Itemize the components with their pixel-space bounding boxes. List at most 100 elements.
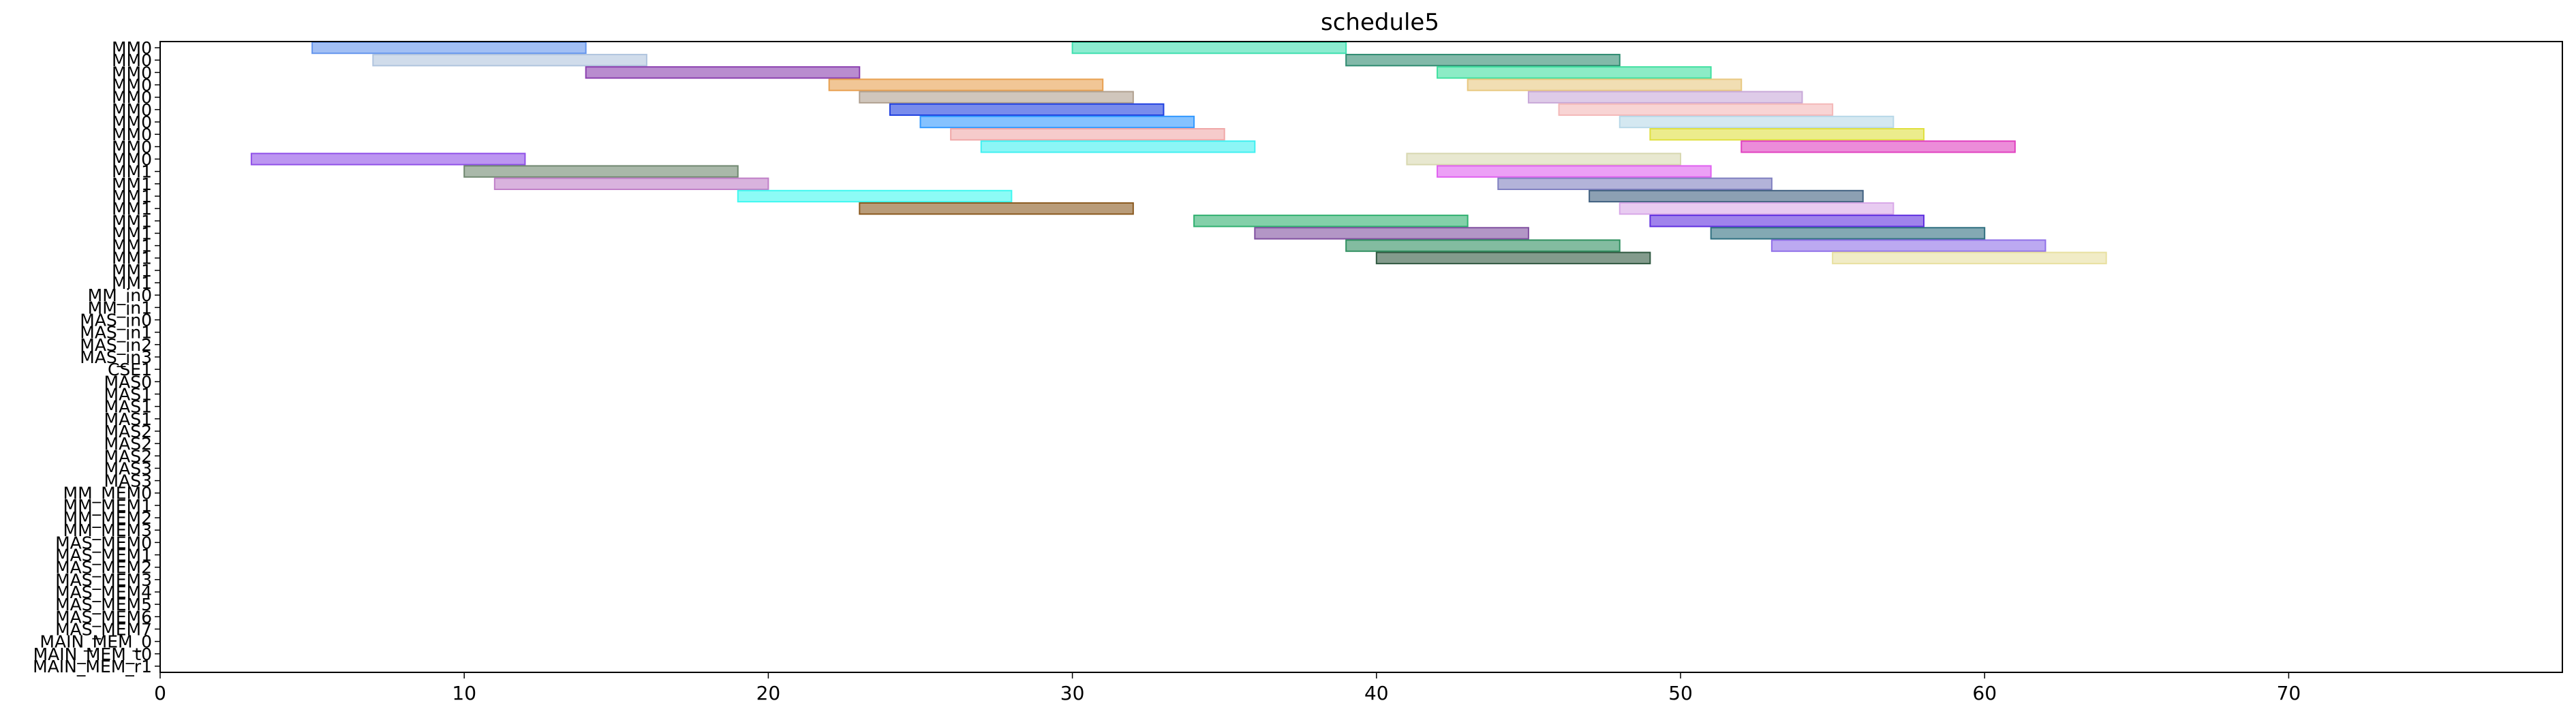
task-bar xyxy=(1467,78,1743,91)
x-tick-label: 10 xyxy=(452,682,476,704)
y-tick-label: MAS1 xyxy=(104,409,152,429)
y-tick-label: MM1 xyxy=(112,162,152,182)
y-tick-label: MM1 xyxy=(112,174,152,194)
y-tick-label: MM1 xyxy=(112,273,152,293)
y-tick-label: MAS_MEM3 xyxy=(55,570,152,590)
task-bar xyxy=(1437,66,1712,79)
task-bar xyxy=(919,115,1195,129)
task-bar xyxy=(1193,215,1469,228)
y-tick-label: MAS_in3 xyxy=(80,347,152,367)
task-bar xyxy=(1710,227,1986,240)
task-bar xyxy=(859,91,1134,104)
y-tick-label: MAS_in2 xyxy=(80,335,152,355)
task-bar xyxy=(1071,41,1347,54)
task-bar xyxy=(1741,140,2016,153)
task-bar xyxy=(1345,239,1621,252)
y-tick-label: MAS_MEM6 xyxy=(55,607,152,627)
task-bar xyxy=(372,54,647,67)
y-tick-label: MAS_MEM4 xyxy=(55,582,152,602)
x-tick-label: 20 xyxy=(756,682,781,704)
task-bar xyxy=(1649,215,1925,228)
task-bar xyxy=(1375,251,1651,264)
y-tick-label: MAIN_MEM_t0 xyxy=(33,644,152,664)
task-bar xyxy=(1497,177,1773,190)
y-tick-label: MAS_MEM2 xyxy=(55,558,152,578)
task-bar xyxy=(980,140,1256,153)
task-bar xyxy=(1619,115,1895,129)
y-tick-label: MM_MEM0 xyxy=(63,484,152,503)
y-tick-label: MM1 xyxy=(112,199,152,219)
y-tick-label: CSE1 xyxy=(108,360,152,379)
x-tick-label: 60 xyxy=(1972,682,1997,704)
y-tick-label: MAS_MEM1 xyxy=(55,546,152,565)
x-tick-label: 30 xyxy=(1060,682,1085,704)
y-tick-label: MM_MEM1 xyxy=(63,496,152,516)
task-bar xyxy=(1345,54,1621,67)
task-bars xyxy=(250,41,2107,264)
y-tick-label: MAS3 xyxy=(104,471,152,491)
task-bar xyxy=(1437,165,1712,178)
task-bar xyxy=(585,66,861,79)
y-tick-label: MM1 xyxy=(112,249,152,268)
y-tick-label: MM0 xyxy=(112,88,152,108)
x-tick-label: 50 xyxy=(1668,682,1693,704)
y-tick-label: MAS2 xyxy=(104,446,152,466)
y-tick-label: MAS1 xyxy=(104,397,152,417)
y-tick-label: MM1 xyxy=(112,236,152,256)
task-bar xyxy=(1832,251,2107,264)
plot-frame xyxy=(159,41,2563,673)
x-axis: 0 10 20 30 40 50 60 70 xyxy=(154,672,2301,704)
task-bar xyxy=(1406,153,1682,166)
y-tick-label: MAIN_MEM_0 xyxy=(40,632,152,652)
x-tick-label: 70 xyxy=(2277,682,2301,704)
y-tick-label: MAS_in1 xyxy=(80,323,152,343)
y-tick-label: MM0 xyxy=(112,112,152,132)
task-bar xyxy=(311,41,587,54)
y-tick-label: MM0 xyxy=(112,50,152,70)
task-bar xyxy=(463,165,739,178)
task-bar xyxy=(250,153,526,166)
task-bar xyxy=(737,189,1013,203)
y-tick-label: MM_in0 xyxy=(88,285,152,305)
x-tick-label: 0 xyxy=(154,682,166,704)
y-tick-label: MAS1 xyxy=(104,384,152,404)
task-bar xyxy=(493,177,769,190)
y-tick-label: MM_in1 xyxy=(88,298,152,317)
y-tick-label: MAS2 xyxy=(104,422,152,441)
y-tick-label: MM0 xyxy=(112,149,152,169)
y-tick-label: MM1 xyxy=(112,261,152,281)
y-tick-label: MM1 xyxy=(112,211,152,231)
task-bar xyxy=(1649,128,1925,141)
y-tick-label: MAS_MEM7 xyxy=(55,619,152,639)
y-tick-label: MM0 xyxy=(112,63,152,82)
task-bar xyxy=(1254,227,1529,240)
y-tick-label: MAS_MEM0 xyxy=(55,533,152,552)
y-tick-label: MM0 xyxy=(112,125,152,144)
y-tick-label: MAS2 xyxy=(104,434,152,454)
y-tick-label: MAS3 xyxy=(104,458,152,478)
task-bar xyxy=(950,128,1225,141)
y-axis: MM0MM0MM0MM0MM0MM0MM0MM0MM0MM0MM1MM1MM1M… xyxy=(33,38,160,676)
task-bar xyxy=(859,202,1134,215)
task-bar xyxy=(828,78,1104,91)
y-tick-label: MAS_in0 xyxy=(80,311,152,330)
x-tick-label: 40 xyxy=(1364,682,1389,704)
y-tick-label: MM0 xyxy=(112,38,152,58)
task-bar xyxy=(1589,189,1864,203)
y-tick-label: MM0 xyxy=(112,100,152,120)
task-bar xyxy=(1770,239,2046,252)
y-tick-label: MAS_MEM5 xyxy=(55,595,152,614)
y-tick-label: MM0 xyxy=(112,76,152,95)
y-tick-label: MM0 xyxy=(112,137,152,157)
task-bar xyxy=(1619,202,1895,215)
task-bar xyxy=(889,103,1165,116)
chart-title: schedule5 xyxy=(1321,9,1439,36)
y-tick-label: MAS0 xyxy=(104,372,152,392)
y-tick-label: MM1 xyxy=(112,223,152,243)
y-tick-label: MAIN_MEM_r1 xyxy=(33,657,152,676)
task-bar xyxy=(1558,103,1834,116)
y-tick-label: MM_MEM2 xyxy=(63,508,152,528)
task-bar xyxy=(1527,91,1803,104)
y-tick-label: MM_MEM3 xyxy=(63,520,152,540)
